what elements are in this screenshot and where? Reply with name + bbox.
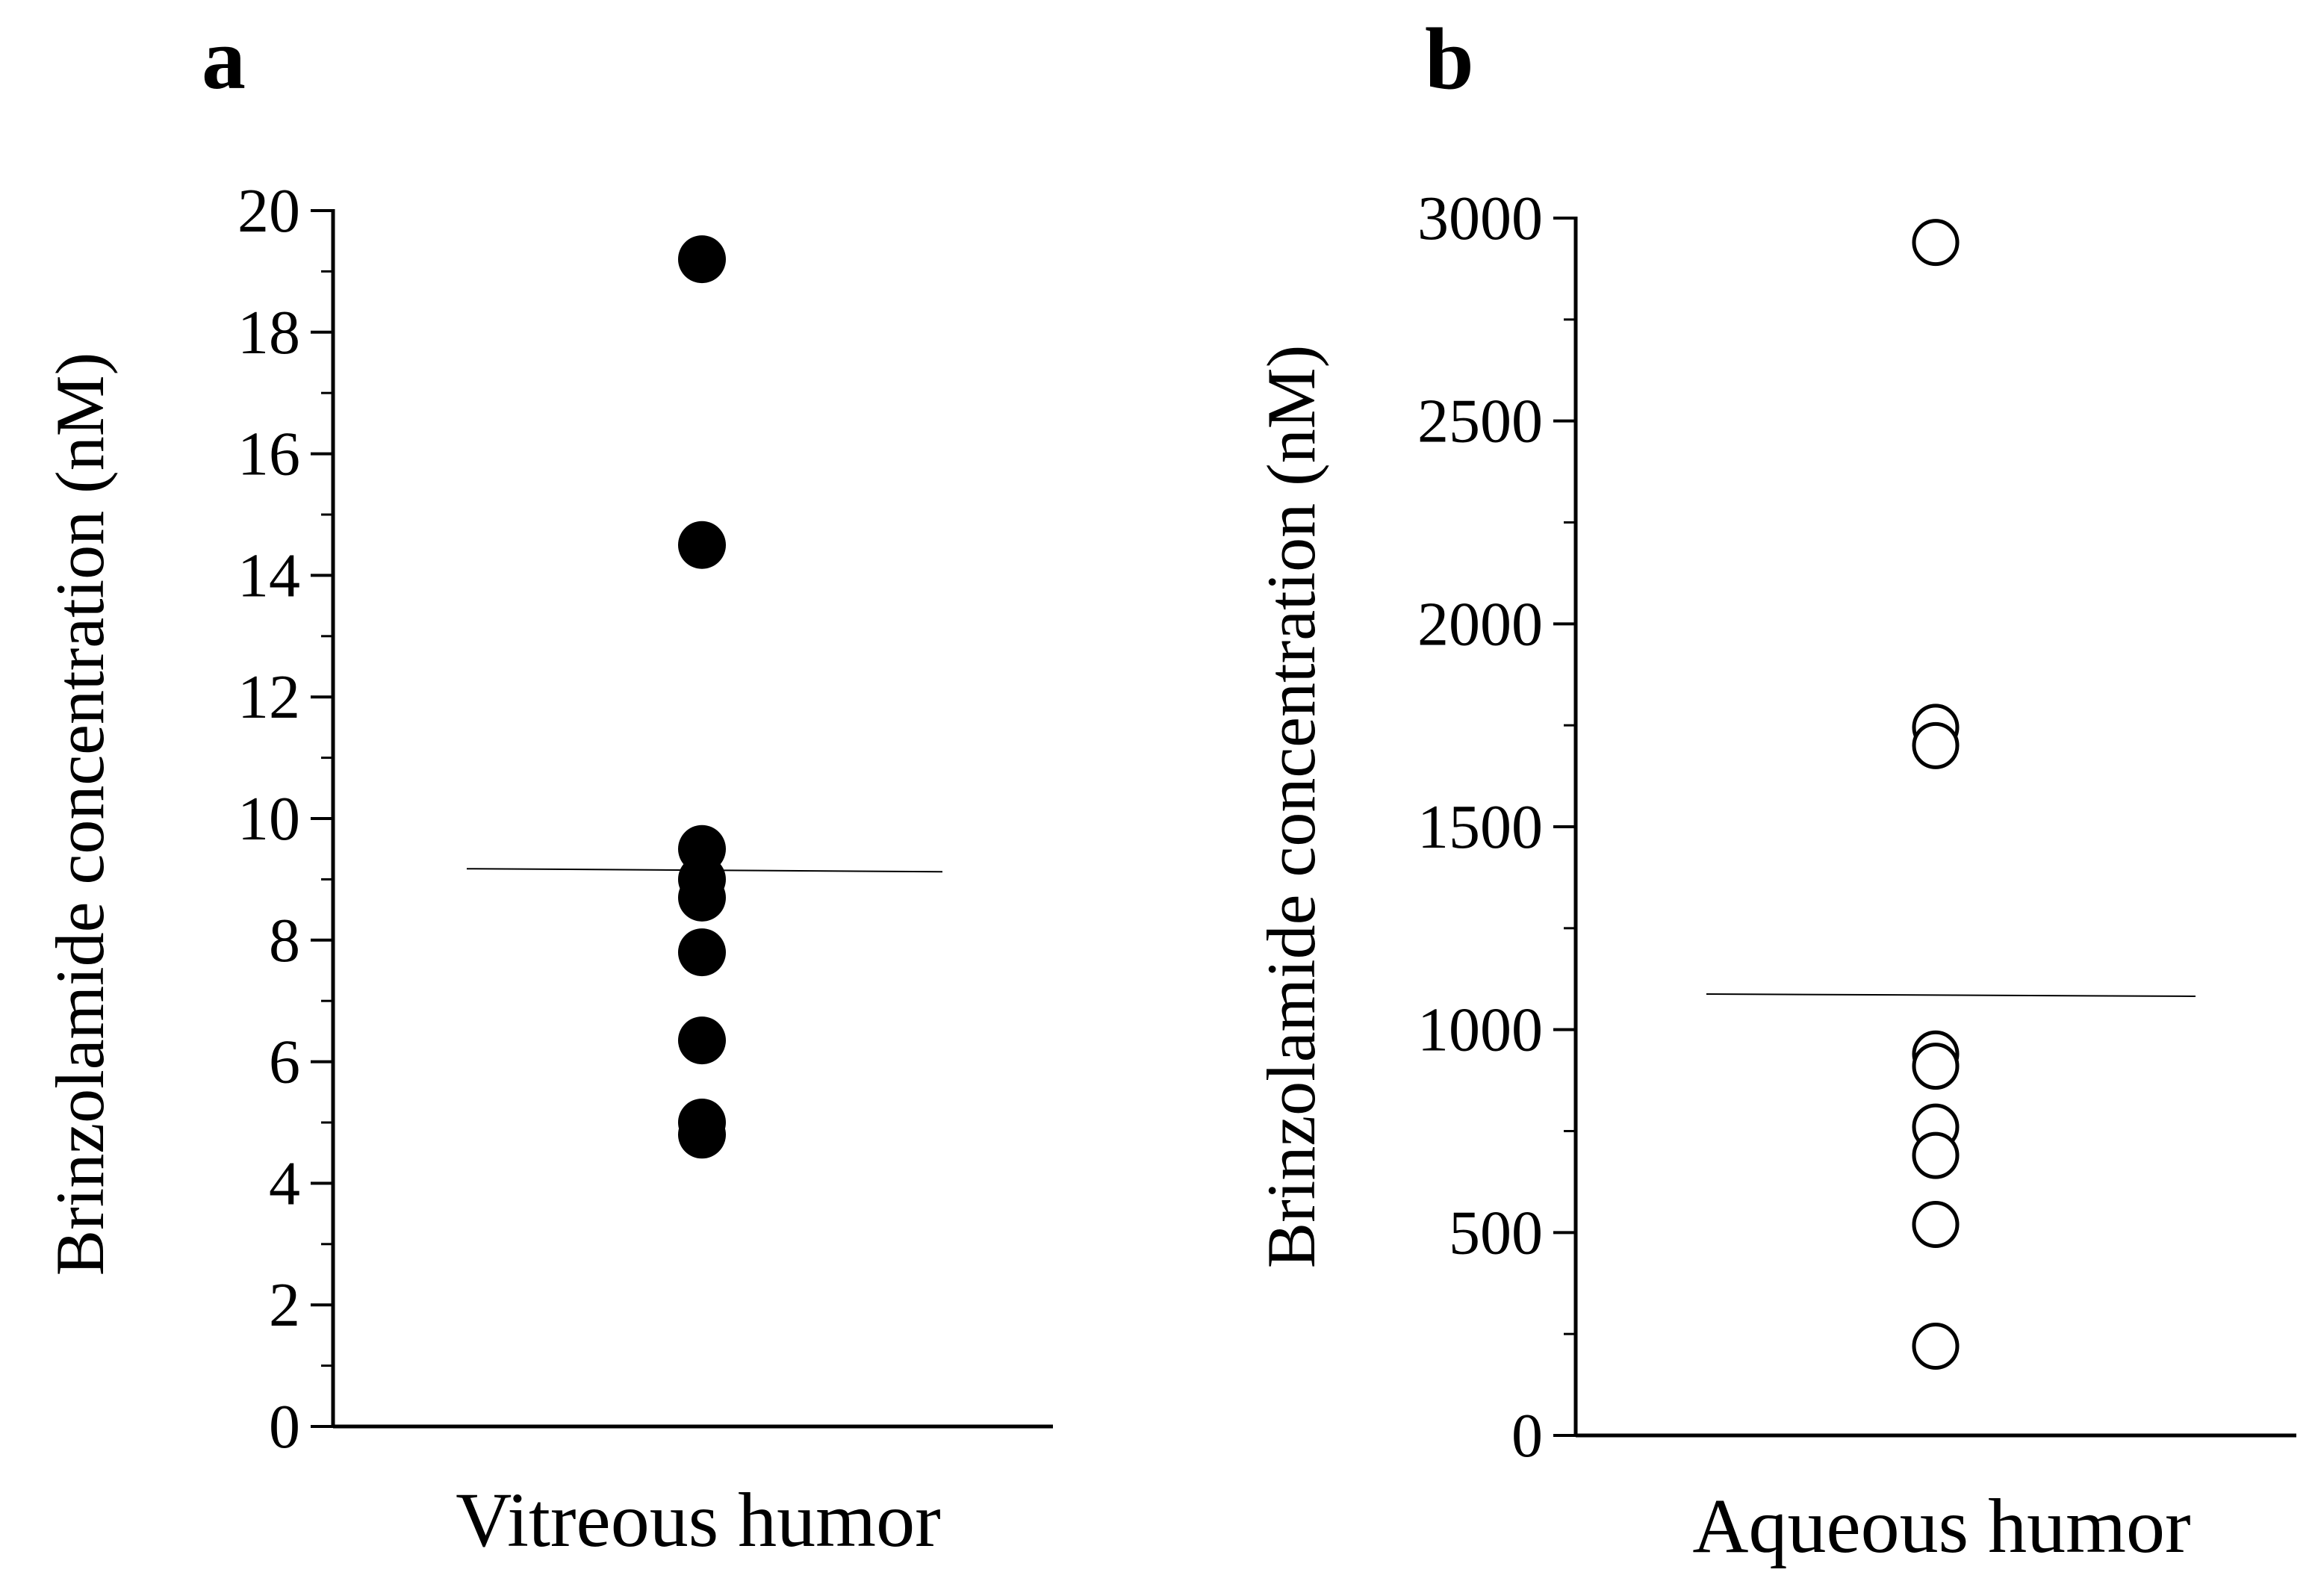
panel-a-data-point <box>678 928 726 977</box>
panel-a-data-point <box>678 1111 726 1159</box>
panel-a-tick-label: 20 <box>237 176 300 246</box>
panel-b-data-point <box>1912 1043 1960 1090</box>
panel-b-data-point <box>1912 1131 1960 1179</box>
panel-a-label: a <box>202 10 246 108</box>
panel-a-tick-label: 2 <box>269 1270 300 1340</box>
panel-b-tick-label: 2000 <box>1417 589 1543 659</box>
panel-a-tick-label: 8 <box>269 906 300 975</box>
panel-a-data-point <box>678 1016 726 1065</box>
panel-a-category-label: Vitreous humor <box>456 1477 940 1563</box>
panel-b-tick-label: 1000 <box>1417 996 1543 1065</box>
panel-a-mean-line <box>466 868 943 873</box>
panel-b-data-point <box>1912 1200 1960 1248</box>
panel-a-tick-label: 12 <box>237 662 300 732</box>
panel-a-data-point <box>678 873 726 922</box>
panel-b-tick-label: 1500 <box>1417 792 1543 862</box>
panel-b-label: b <box>1425 10 1474 108</box>
panel-b-tick-label: 0 <box>1511 1401 1543 1471</box>
panel-a-tick-label: 18 <box>237 298 300 367</box>
panel-b-data-point <box>1912 1322 1960 1370</box>
panel-a-tick-label: 6 <box>269 1028 300 1097</box>
panel-a-points <box>678 235 726 1159</box>
panel-a-tick-label: 16 <box>237 420 300 489</box>
panel-b-y-axis-title: Brinzolamide concentration (nM) <box>1253 345 1329 1268</box>
panel-b-category-label: Aqueous humor <box>1692 1483 2190 1569</box>
panel-b: b Brinzolamide concentration (nM) 0 500 10… <box>1253 10 2296 1569</box>
panel-a-tick-label: 4 <box>269 1149 300 1218</box>
panel-a-y-axis-title: Brinzolamide concentration (nM) <box>42 353 118 1276</box>
panel-a-tick-label: 0 <box>269 1392 300 1462</box>
panel-b-data-point <box>1912 219 1960 267</box>
panel-a-tick-label: 10 <box>237 784 300 854</box>
panel-b-y-ticks: 0 500 1000 1500 2000 2500 3000 <box>1417 184 1576 1471</box>
panel-b-mean-line <box>1706 993 2196 997</box>
panel-a: a Brinzolamide concentration (nM) 0 2 4 6 8 1… <box>42 10 1053 1563</box>
panel-a-tick-label: 14 <box>237 541 300 610</box>
panel-a-data-point <box>678 235 726 284</box>
panel-b-tick-label: 500 <box>1449 1198 1543 1267</box>
panel-b-tick-label: 3000 <box>1417 184 1543 253</box>
panel-b-points <box>1912 219 1960 1370</box>
panel-b-data-point <box>1912 721 1960 769</box>
panel-a-data-point <box>678 521 726 569</box>
panel-b-tick-label: 2500 <box>1417 387 1543 456</box>
panel-a-y-ticks: 0 2 4 6 8 10 12 14 16 18 20 <box>237 176 333 1462</box>
